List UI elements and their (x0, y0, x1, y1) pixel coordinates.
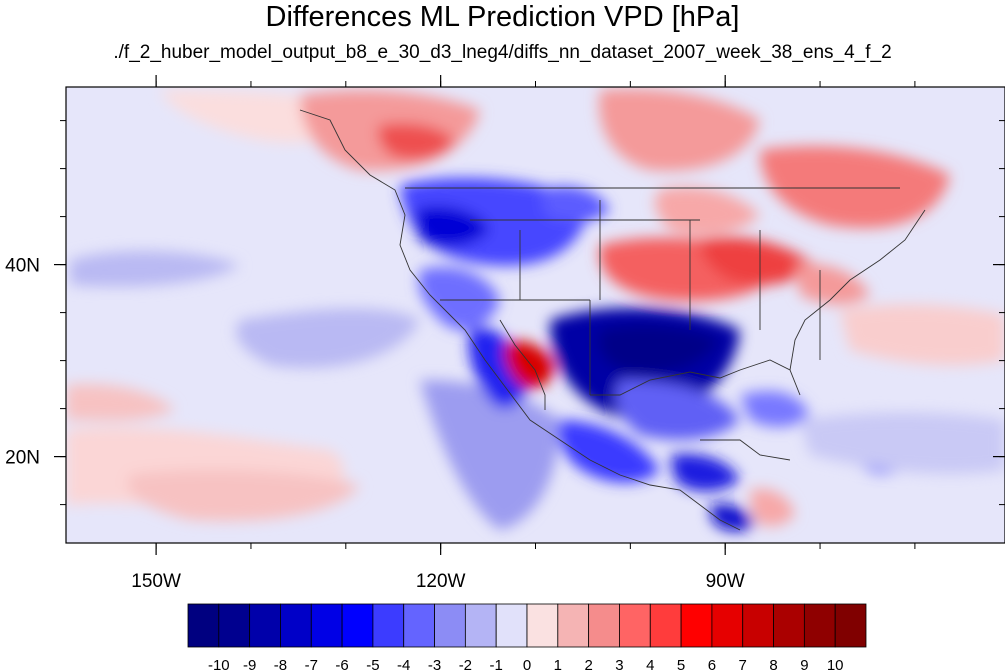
colorbar-label: 1 (554, 657, 562, 672)
coastlines (299, 109, 926, 531)
x-tick-label: 90W (706, 571, 745, 592)
colorbar-label: 9 (800, 657, 808, 672)
colorbar-swatch (619, 603, 651, 648)
colorbar-swatch (310, 603, 343, 648)
colorbar-swatch (249, 603, 281, 648)
colorbar-swatch (649, 603, 682, 648)
colorbar-label: 0 (523, 657, 531, 672)
colorbar-swatch (464, 603, 497, 648)
colorbar-label: -6 (335, 657, 348, 672)
colorbar-label: -7 (305, 657, 318, 672)
chart-subtitle: ./f_2_huber_model_output_b8_e_30_d3_lneg… (113, 42, 892, 63)
colorbar-label: 6 (708, 657, 716, 672)
y-tick-label: 20N (5, 448, 40, 469)
colorbar-swatch (403, 603, 435, 648)
x-tick-label: 120W (416, 571, 466, 592)
axes: 150W 120W 90W 40N 20N (5, 75, 1005, 592)
colorbar-swatch (834, 603, 867, 648)
colorbar-swatch (773, 603, 805, 648)
colorbar-swatch (434, 603, 466, 648)
colorbar-swatch (711, 603, 744, 648)
colorbar-label: -1 (490, 657, 503, 672)
colorbar-label: -5 (366, 657, 379, 672)
colorbar-swatch (187, 603, 220, 648)
colorbar-label: 5 (677, 657, 685, 672)
chart-title: Differences ML Prediction VPD [hPa] (265, 1, 740, 33)
colorbar-label: -10 (208, 657, 230, 672)
colorbar-swatch (680, 603, 713, 648)
colorbar-swatch (372, 603, 405, 648)
colorbar-label: -9 (243, 657, 256, 672)
y-tick-label: 40N (5, 256, 40, 277)
colorbar-swatch (526, 603, 559, 648)
field-patches (66, 88, 1005, 532)
colorbar-swatch (341, 603, 374, 648)
colorbar-label: 10 (827, 657, 844, 672)
colorbar-swatch (803, 603, 836, 648)
colorbar-label: -8 (274, 657, 287, 672)
colorbar-label: 8 (769, 657, 777, 672)
colorbar-label: 7 (739, 657, 747, 672)
colorbar: -10 -9 -8 -7 -6 -5 -4 -3 -2 -1 0 1 2 3 4 5 6 7 8 9 10 (187, 603, 867, 672)
colorbar-swatch (588, 603, 620, 648)
x-tick-label: 150W (131, 571, 181, 592)
map-plot-area (66, 87, 1005, 543)
colorbar-label: 2 (584, 657, 592, 672)
colorbar-label: -2 (459, 657, 472, 672)
colorbar-swatch (495, 603, 528, 648)
colorbar-label: 4 (646, 657, 654, 672)
colorbar-swatch (218, 603, 251, 648)
colorbar-label: -3 (428, 657, 441, 672)
colorbar-swatch (280, 603, 312, 648)
colorbar-swatch (742, 603, 774, 648)
colorbar-label: -4 (397, 657, 410, 672)
colorbar-label: 3 (615, 657, 623, 672)
colorbar-swatch (557, 603, 590, 648)
